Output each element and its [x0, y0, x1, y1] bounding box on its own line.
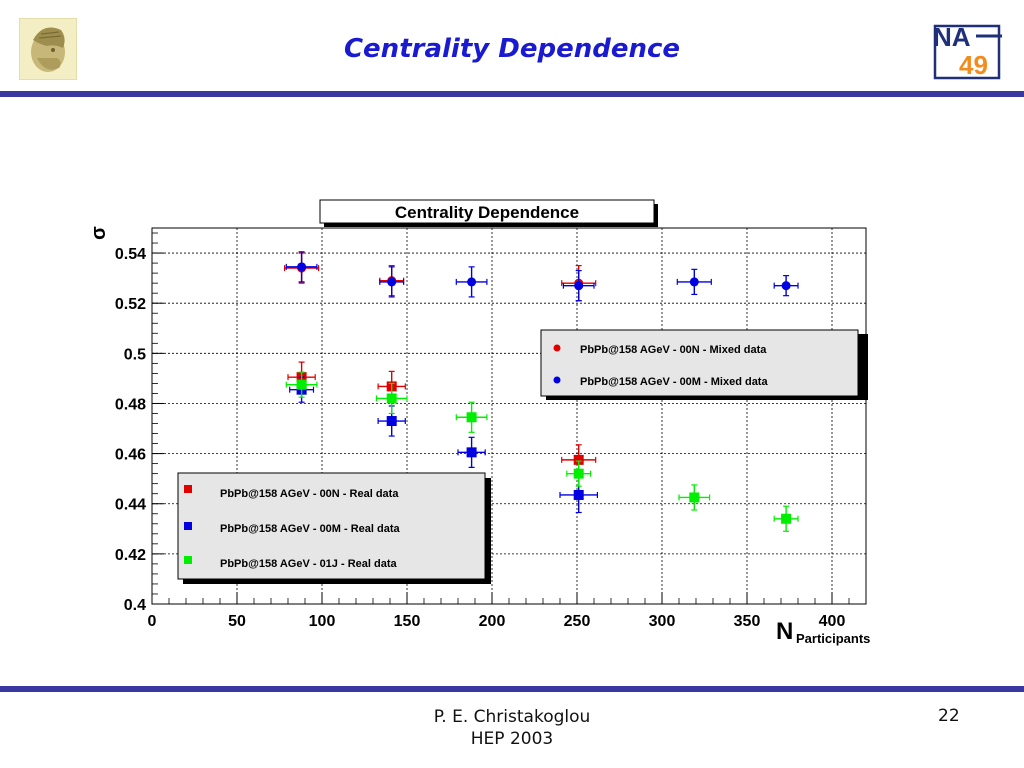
circle-marker — [387, 277, 397, 287]
na49-logo-text-top: NA — [933, 22, 971, 52]
data-point — [678, 484, 711, 511]
legend-marker-01j-real — [184, 556, 192, 564]
square-marker — [573, 489, 584, 500]
data-point — [455, 266, 488, 298]
y-tick-label: 0.52 — [115, 296, 146, 313]
data-point — [379, 266, 405, 298]
circle-marker — [781, 281, 791, 291]
athena-logo — [19, 18, 77, 80]
x-tick-label: 250 — [564, 613, 591, 630]
y-tick-label: 0.48 — [115, 396, 146, 413]
circle-marker — [467, 277, 477, 287]
legend-label-00n-real: PbPb@158 AGeV - 00N - Real data — [220, 488, 399, 500]
data-point — [455, 401, 488, 433]
legend-label-00n-mixed: PbPb@158 AGeV - 00N - Mixed data — [580, 344, 767, 356]
legend-mixed: PbPb@158 AGeV - 00N - Mixed data PbPb@15… — [540, 329, 868, 400]
footer-author: P. E. Christakoglou — [433, 707, 591, 727]
y-tick-label: 0.44 — [115, 497, 146, 514]
y-tick-label: 0.46 — [115, 447, 146, 464]
x-axis-label: N — [776, 618, 793, 645]
y-tick-label: 0.5 — [124, 346, 146, 363]
data-points — [284, 251, 799, 532]
x-tick-label: 150 — [394, 613, 421, 630]
square-marker — [573, 468, 584, 479]
legend-marker-00m-mixed — [553, 376, 561, 384]
data-point — [562, 270, 595, 302]
y-tick-label: 0.42 — [115, 547, 146, 564]
legend-marker-00n-real — [184, 485, 192, 493]
slide-title: Centrality Dependence — [343, 34, 681, 64]
legend-marker-00n-mixed — [553, 344, 561, 352]
x-tick-labels: 0 50 100 150 200 250 300 350 400 — [148, 613, 846, 630]
header-rule — [0, 91, 1024, 97]
square-marker — [386, 393, 397, 404]
data-point — [676, 268, 712, 296]
circle-marker — [297, 262, 307, 272]
y-tick-labels: 0.4 0.42 0.44 0.46 0.48 0.5 0.52 0.54 — [115, 246, 146, 614]
square-marker — [781, 513, 792, 524]
chart-title: Centrality Dependence — [395, 203, 579, 222]
legend-real: PbPb@158 AGeV - 00N - Real data PbPb@158… — [177, 472, 491, 584]
square-marker — [296, 379, 307, 390]
legend-label-01j-real: PbPb@158 AGeV - 01J - Real data — [220, 558, 397, 570]
data-point — [566, 460, 592, 487]
footer: P. E. Christakoglou HEP 2003 — [0, 706, 1024, 750]
x-tick-label: 400 — [819, 613, 846, 630]
square-marker — [466, 412, 477, 423]
x-tick-label: 0 — [148, 613, 157, 630]
data-point — [375, 382, 408, 415]
square-marker — [573, 454, 584, 465]
x-axis-label-subscript: Participants — [796, 631, 870, 646]
data-point — [773, 505, 799, 532]
square-marker — [466, 447, 477, 458]
legend-marker-00m-real — [184, 522, 192, 530]
data-point — [457, 436, 486, 468]
circle-marker — [689, 277, 699, 287]
footer-event: HEP 2003 — [470, 729, 554, 749]
data-point — [773, 275, 799, 297]
x-tick-label: 350 — [734, 613, 761, 630]
axis-ticks — [151, 232, 850, 605]
data-point — [285, 251, 318, 283]
y-axis-label: σ — [88, 226, 110, 240]
page-number: 22 — [938, 706, 960, 726]
y-tick-label: 0.54 — [115, 246, 146, 263]
legend-label-00m-real: PbPb@158 AGeV - 00M - Real data — [220, 523, 401, 535]
square-marker — [386, 416, 397, 427]
square-marker — [689, 492, 700, 503]
grid-lines — [152, 228, 866, 604]
circle-marker — [574, 281, 584, 291]
x-tick-label: 100 — [309, 613, 336, 630]
x-tick-label: 200 — [479, 613, 506, 630]
data-point — [285, 371, 318, 398]
footer-rule — [0, 686, 1024, 692]
y-tick-label: 0.4 — [124, 597, 146, 614]
na49-logo-text-bottom: 49 — [959, 50, 988, 80]
na49-logo: NA 49 — [933, 22, 1002, 80]
chart-title-box — [319, 199, 655, 224]
legend-label-00m-mixed: PbPb@158 AGeV - 00M - Mixed data — [580, 376, 768, 388]
x-tick-label: 300 — [649, 613, 676, 630]
x-tick-label: 50 — [228, 613, 246, 630]
